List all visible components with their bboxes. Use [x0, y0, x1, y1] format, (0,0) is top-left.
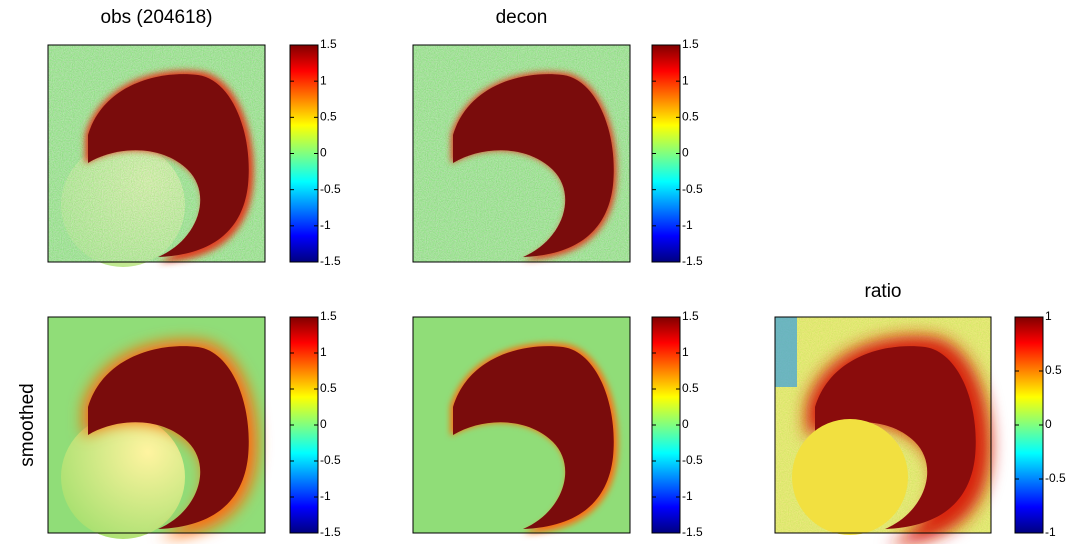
- colorbar-tick-label: -1: [1045, 525, 1056, 539]
- panel-title: ratio: [865, 281, 902, 302]
- heatmap-image: [47, 44, 266, 267]
- colorbar-tick-label: -0.5: [320, 453, 341, 467]
- colorbar-tick-label: -1.5: [320, 254, 341, 268]
- panels: [47, 44, 992, 544]
- colorbar-tick-label: 0: [682, 417, 689, 431]
- heatmap-image: [47, 316, 266, 539]
- colorbar-tick-label: -0.5: [682, 453, 703, 467]
- colorbar-tick-label: -1: [320, 489, 331, 503]
- colorbar-tick-label: 1.5: [320, 309, 337, 323]
- y-axis-label: smoothed: [17, 383, 38, 466]
- colorbar-tick-label: 0: [320, 146, 327, 160]
- colorbar-tick-label: -0.5: [682, 182, 703, 196]
- heatmap-image: [412, 44, 631, 263]
- colorbar-tick-label: -1.5: [320, 525, 341, 539]
- colorbar: [1014, 316, 1044, 534]
- colorbar-tick-label: 0.5: [682, 110, 699, 124]
- colorbar-tick-label: -0.5: [1045, 471, 1066, 485]
- colorbar-tick-label: 1: [1045, 309, 1052, 323]
- colorbar-tick-label: 0: [682, 146, 689, 160]
- colorbar: [651, 44, 681, 263]
- colorbar: [651, 316, 681, 534]
- colorbar-tick-label: -1: [320, 218, 331, 232]
- colorbar-tick-label: 1: [682, 345, 689, 359]
- colorbar-tick-label: 1: [682, 73, 689, 87]
- panel-title: decon: [496, 7, 548, 28]
- colorbar-tick-label: 0.5: [682, 381, 699, 395]
- colorbar-tick-label: -1.5: [682, 525, 703, 539]
- heatmap-image: [412, 316, 631, 534]
- colorbar-tick-label: 1: [320, 73, 327, 87]
- colorbar-tick-label: 1: [320, 345, 327, 359]
- colorbar: [289, 316, 319, 534]
- panel-title: obs (204618): [101, 7, 213, 28]
- colorbar-tick-label: 0.5: [320, 110, 337, 124]
- colorbar-tick-label: -1: [682, 218, 693, 232]
- colorbar-tick-label: 1.5: [320, 37, 337, 51]
- colorbar-tick-label: -1.5: [682, 254, 703, 268]
- colorbar-tick-label: -1: [682, 489, 693, 503]
- colorbar-tick-label: 1.5: [682, 309, 699, 323]
- colorbar-tick-label: 0: [1045, 417, 1052, 431]
- colorbar-tick-label: 0: [320, 417, 327, 431]
- colorbar-tick-label: 1.5: [682, 37, 699, 51]
- colorbar-tick-label: -0.5: [320, 182, 341, 196]
- colorbar-tick-label: 0.5: [1045, 363, 1062, 377]
- colorbar: [289, 44, 319, 263]
- heatmap-image: [774, 316, 992, 544]
- colorbar-tick-label: 0.5: [320, 381, 337, 395]
